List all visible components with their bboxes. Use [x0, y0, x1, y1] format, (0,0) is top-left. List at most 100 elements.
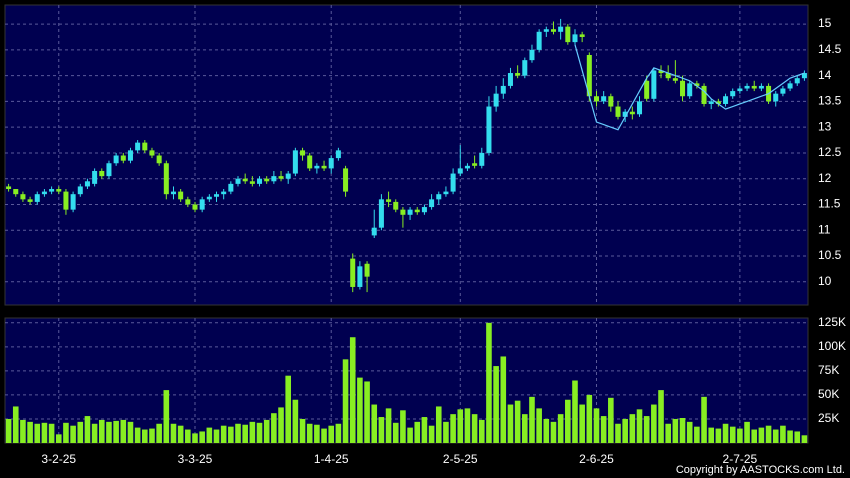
candle-body	[429, 199, 435, 208]
candle-body	[730, 91, 736, 97]
volume-bar	[242, 424, 248, 443]
candle-body	[235, 178, 241, 184]
candle-body	[680, 80, 686, 97]
candle-body	[687, 83, 693, 97]
volume-bar	[622, 418, 628, 443]
volume-bar	[170, 423, 177, 443]
candle-body	[264, 178, 270, 182]
candle-body	[472, 163, 478, 166]
volume-bar	[801, 435, 808, 443]
volume-bar	[371, 404, 378, 443]
candle-body	[572, 34, 578, 43]
candle-body	[343, 168, 349, 192]
candle-body	[170, 191, 176, 195]
candle-body	[737, 88, 743, 92]
volume-bar	[34, 423, 41, 443]
volume-bar	[120, 419, 127, 443]
volume-bar	[421, 417, 428, 443]
candle-body	[500, 85, 506, 94]
candle-body	[278, 176, 284, 179]
volume-bar	[278, 407, 284, 443]
x-tick-label: 3-3-25	[178, 452, 213, 466]
candle-body	[529, 49, 535, 61]
volume-bar	[529, 396, 535, 443]
volume-bar	[615, 423, 621, 443]
volume-bar	[643, 416, 650, 443]
overlay-line	[574, 44, 805, 131]
candle-body	[63, 191, 69, 210]
candle-body	[192, 204, 198, 210]
volume-bar	[299, 418, 306, 443]
volume-bar	[672, 418, 679, 443]
x-tick-label: 2-7-25	[723, 452, 758, 466]
volume-bar	[765, 425, 772, 443]
volume-bar	[737, 428, 743, 443]
volume-bar	[77, 421, 84, 443]
candle-body	[672, 78, 678, 81]
volume-bar	[443, 421, 449, 443]
volume-bar	[342, 359, 349, 443]
candle-body	[801, 73, 807, 79]
volume-bar	[392, 422, 399, 443]
candle-body	[507, 73, 513, 86]
volume-bar	[263, 419, 270, 443]
volume-bar	[199, 431, 205, 443]
candle-body	[421, 207, 427, 213]
x-tick-label: 3-2-25	[41, 452, 76, 466]
y-tick-label: 13.5	[818, 94, 842, 108]
volume-bar	[414, 421, 421, 443]
y-tick-label: 10	[818, 274, 832, 288]
candle-body	[615, 106, 621, 117]
candle-body	[300, 150, 306, 156]
volume-bar	[5, 418, 12, 443]
volume-bar	[385, 408, 392, 443]
volume-bar	[565, 399, 571, 443]
volume-bar	[407, 427, 413, 443]
volume-bar	[751, 429, 758, 443]
volume-bar	[256, 422, 263, 443]
candle-body	[99, 170, 105, 177]
volume-bar	[486, 322, 492, 443]
candle-body	[92, 170, 98, 184]
volume-bar	[113, 420, 119, 443]
candle-body	[378, 199, 384, 228]
candle-body	[658, 70, 664, 74]
volume-bar	[694, 426, 700, 443]
candle-body	[249, 181, 255, 184]
candle-body	[665, 73, 671, 79]
volume-bar	[321, 428, 327, 443]
volume-bar	[794, 431, 801, 443]
volume-bar	[557, 414, 564, 443]
candle-body	[787, 83, 793, 89]
candle-body	[493, 93, 499, 107]
volume-bar	[357, 377, 363, 443]
x-tick-label: 2-6-25	[579, 452, 614, 466]
candle-body	[694, 83, 700, 86]
volume-tick-label: 75K	[818, 363, 839, 377]
candle-body	[758, 85, 764, 89]
volume-bar	[651, 404, 657, 443]
price-panel	[4, 4, 809, 306]
candle-body	[565, 26, 571, 43]
volume-bar	[772, 429, 779, 443]
volume-bar	[722, 423, 729, 443]
volume-bar	[572, 380, 578, 443]
candle-body	[221, 191, 227, 195]
volume-bar	[55, 434, 62, 443]
candle-body	[20, 194, 26, 200]
y-tick-label: 11.5	[818, 197, 841, 211]
volume-bar	[12, 406, 19, 443]
volume-bar	[20, 419, 26, 443]
volume-bar	[98, 419, 105, 443]
y-tick-label: 13	[818, 119, 832, 133]
candle-body	[41, 191, 47, 195]
volume-bar	[27, 421, 33, 443]
y-tick-label: 14	[818, 68, 832, 82]
volume-tick-label: 50K	[818, 387, 839, 401]
candle-body	[113, 155, 119, 164]
candle-body	[163, 163, 169, 195]
candle-body	[34, 194, 40, 202]
volume-bar	[478, 419, 485, 443]
volume-bar	[550, 421, 557, 443]
candle-body	[751, 85, 757, 89]
